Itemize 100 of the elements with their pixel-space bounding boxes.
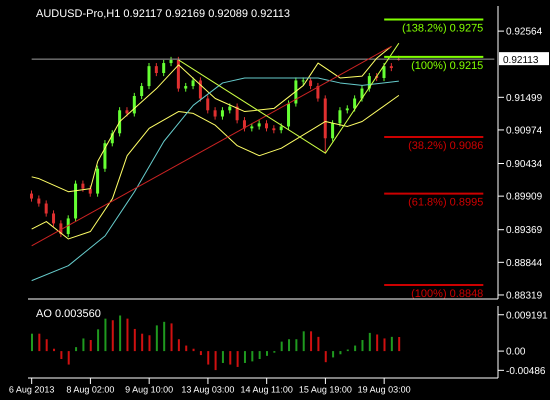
candlestick xyxy=(66,214,70,238)
bar xyxy=(295,339,298,352)
bar xyxy=(126,318,128,352)
candlestick xyxy=(37,194,40,208)
ref-line-label: (100%) 0.9215 xyxy=(411,60,484,72)
candlestick xyxy=(81,180,84,192)
candlestick xyxy=(280,122,283,134)
bar xyxy=(207,351,210,365)
candlestick xyxy=(154,62,158,77)
candlestick xyxy=(360,84,364,102)
candlestick xyxy=(331,120,334,142)
bar xyxy=(112,320,114,352)
bar xyxy=(178,339,180,352)
candlestick xyxy=(88,185,92,198)
candlestick xyxy=(125,106,128,118)
candlestick xyxy=(192,76,195,90)
bar xyxy=(229,351,232,365)
y-tick-label: 0.88319 xyxy=(506,290,543,302)
bar xyxy=(46,339,48,352)
y-tick-label: 0.00 xyxy=(506,346,526,358)
bar xyxy=(339,351,342,354)
bar xyxy=(214,351,217,370)
bar xyxy=(170,323,173,352)
x-tick-label: 19 Aug 03:00 xyxy=(358,384,411,394)
bar xyxy=(280,342,283,352)
candlestick xyxy=(338,106,342,127)
candlestick xyxy=(242,116,246,132)
candlestick xyxy=(44,200,48,218)
line-series xyxy=(31,77,400,282)
bar xyxy=(163,322,166,352)
bar xyxy=(82,338,84,352)
bar xyxy=(68,351,70,365)
bar xyxy=(310,331,312,352)
candlestick xyxy=(140,82,144,100)
candlestick xyxy=(118,106,122,137)
bar xyxy=(258,351,261,360)
candlestick xyxy=(236,102,239,124)
bar xyxy=(236,351,239,367)
bar xyxy=(141,334,144,352)
bar xyxy=(398,337,400,352)
y-tick-label: 0.88844 xyxy=(506,258,543,269)
bar xyxy=(119,315,122,352)
candlestick xyxy=(170,56,173,67)
line-series xyxy=(31,94,400,240)
bar xyxy=(390,336,393,352)
bar xyxy=(185,346,188,352)
x-tick-label: 9 Aug 10:00 xyxy=(125,384,174,394)
candlestick xyxy=(220,106,224,120)
bar xyxy=(104,318,106,352)
candlestick xyxy=(228,102,232,114)
candlestick xyxy=(30,190,33,202)
x-tick-label: 15 Aug 19:00 xyxy=(298,384,352,394)
bar xyxy=(134,328,136,352)
ref-line-label: (100%) 0.8848 xyxy=(411,288,484,300)
bar xyxy=(332,351,334,358)
ref-line-label: (61.8%) 0.8995 xyxy=(408,196,484,209)
y-tick-label: 0.89909 xyxy=(506,192,543,203)
candlestick xyxy=(287,100,290,130)
x-tick-label: 8 Aug 02:00 xyxy=(66,384,114,394)
bar xyxy=(384,338,386,352)
bar xyxy=(31,334,33,352)
candlestick xyxy=(214,106,217,120)
candlestick xyxy=(206,94,210,114)
y-tick-label: 0.90974 xyxy=(506,125,543,136)
bar xyxy=(97,329,100,352)
candlestick xyxy=(52,210,56,228)
candlestick xyxy=(316,82,320,102)
bar xyxy=(354,346,356,352)
bar xyxy=(60,351,62,360)
y-tick-label: 0.92564 xyxy=(506,26,543,38)
candlestick xyxy=(148,62,150,90)
chart-title: AO 0.003560 xyxy=(36,308,101,320)
ref-line-label: (138.2%) 0.9275 xyxy=(402,22,484,35)
line-series xyxy=(31,46,392,192)
candlestick xyxy=(162,59,166,77)
candlestick xyxy=(265,120,268,132)
candlestick xyxy=(198,76,202,102)
candlestick xyxy=(382,62,386,82)
chart-title: AUDUSD-Pro,H1 0.92117 0.92169 0.92089 0.92113 xyxy=(36,8,290,20)
bar xyxy=(156,325,158,352)
candlestick xyxy=(132,92,136,118)
bar xyxy=(90,340,92,352)
bar xyxy=(53,348,56,352)
candlestick xyxy=(309,76,312,90)
x-tick-label: 6 Aug 2013 xyxy=(8,384,54,394)
bar xyxy=(324,351,327,362)
bar xyxy=(302,331,305,352)
y-tick-label: 0.89369 xyxy=(506,225,543,236)
x-tick-label: 14 Aug 11:00 xyxy=(240,384,293,394)
bar xyxy=(368,332,371,352)
bar xyxy=(222,351,224,363)
bar xyxy=(266,351,268,356)
y-tick-label: 0.91499 xyxy=(506,92,543,104)
bar xyxy=(251,351,254,362)
ref-line-label: (38.2%) 0.9086 xyxy=(408,140,484,152)
y-tick-label: 0.009191 xyxy=(506,310,548,322)
bar xyxy=(192,348,195,352)
bar xyxy=(317,336,320,352)
bar xyxy=(288,339,290,352)
bar xyxy=(38,334,40,352)
